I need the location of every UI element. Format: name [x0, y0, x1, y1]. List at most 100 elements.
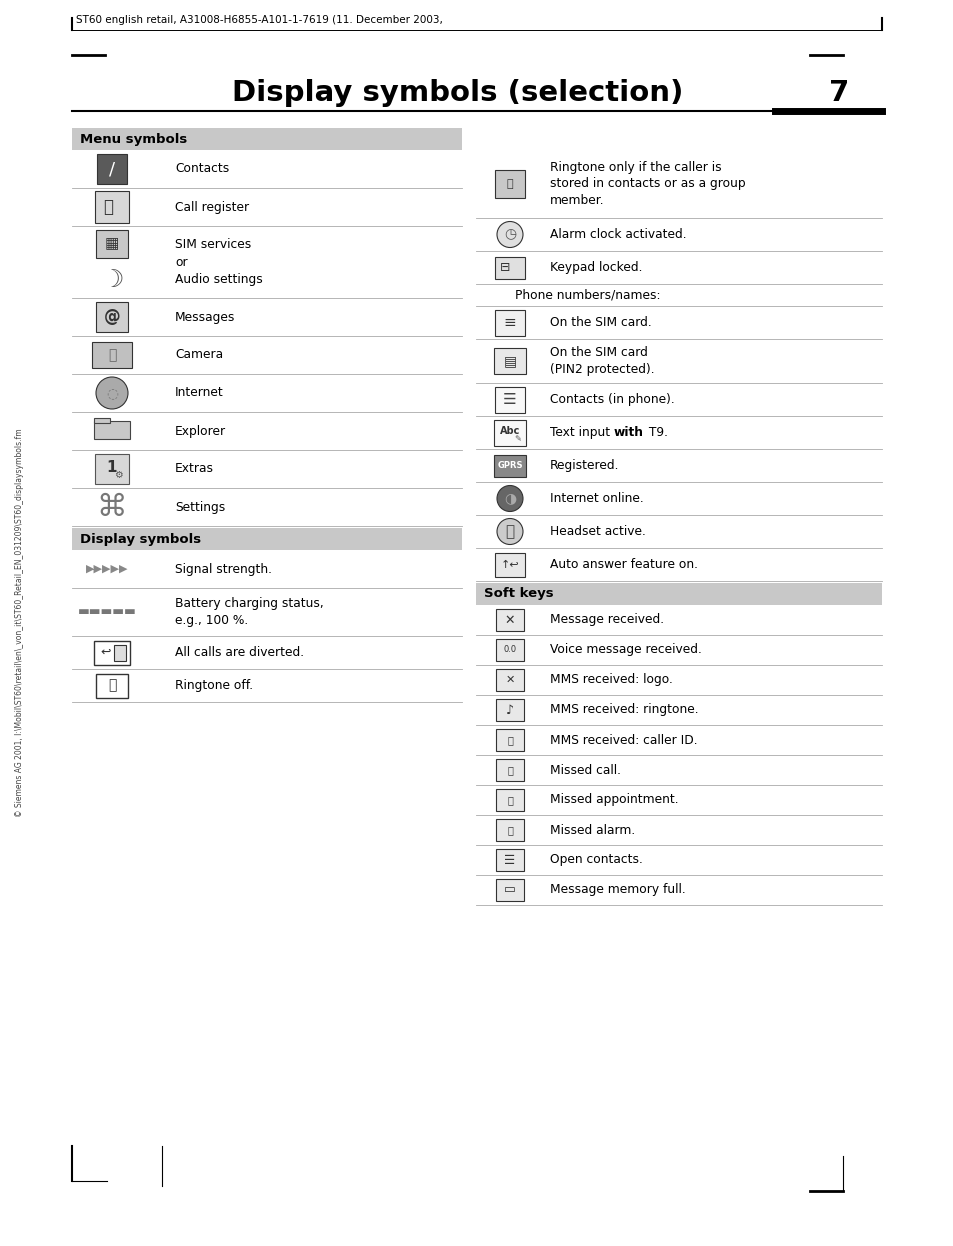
Bar [496, 729, 523, 751]
Text: Camera: Camera [174, 349, 223, 361]
Bar [494, 455, 525, 476]
Text: © Siemens AG 2001, I:\Mobil\ST60\retail\en\_von_it\ST60_Retail_EN_031209\ST60_di: © Siemens AG 2001, I:\Mobil\ST60\retail\… [15, 429, 25, 817]
Text: ✎: ✎ [514, 434, 521, 444]
Bar [91, 341, 132, 368]
Text: Internet online.: Internet online. [550, 492, 643, 505]
Text: 📞: 📞 [507, 765, 513, 775]
Text: Battery charging status,
e.g., 100 %.: Battery charging status, e.g., 100 %. [174, 597, 323, 627]
Circle shape [96, 378, 128, 409]
Text: ⊟: ⊟ [499, 260, 510, 274]
Text: ☽: ☽ [101, 268, 123, 292]
Text: ↑↩: ↑↩ [500, 559, 518, 569]
Bar [97, 155, 127, 184]
Text: ◌: ◌ [106, 386, 118, 400]
Text: 👤: 👤 [507, 735, 513, 745]
Bar [496, 759, 523, 781]
Bar [495, 386, 524, 412]
Text: ☰: ☰ [504, 854, 515, 866]
Text: Display symbols (selection): Display symbols (selection) [232, 78, 683, 107]
Text: ◷: ◷ [503, 228, 516, 242]
Text: ▬▬▬▬▬: ▬▬▬▬▬ [77, 606, 136, 618]
Bar [96, 231, 128, 258]
Bar [494, 420, 525, 446]
Text: 0.0: 0.0 [503, 645, 516, 654]
Bar [71, 528, 461, 549]
Text: Signal strength.: Signal strength. [174, 562, 272, 576]
Text: MMS received: caller ID.: MMS received: caller ID. [550, 734, 697, 746]
Bar [496, 669, 523, 692]
Text: ⏰: ⏰ [507, 825, 513, 835]
Text: 🔕: 🔕 [108, 679, 116, 693]
Text: Explorer: Explorer [174, 425, 226, 437]
Text: 7: 7 [828, 78, 849, 107]
Text: Registered.: Registered. [550, 459, 618, 472]
Text: ST60 english retail, A31008-H6855-A101-1-7619 (11. December 2003,: ST60 english retail, A31008-H6855-A101-1… [76, 15, 442, 25]
Text: Phone numbers/names:: Phone numbers/names: [515, 289, 659, 302]
Text: MMS received: logo.: MMS received: logo. [550, 674, 672, 687]
Text: All calls are diverted.: All calls are diverted. [174, 645, 304, 659]
Text: /: / [109, 159, 115, 178]
Circle shape [497, 486, 522, 512]
Text: 1: 1 [107, 460, 117, 475]
Bar [96, 674, 128, 698]
Text: ↩: ↩ [101, 645, 112, 659]
Text: 🎵: 🎵 [506, 179, 513, 189]
Bar [94, 417, 110, 422]
Text: Missed appointment.: Missed appointment. [550, 794, 678, 806]
Text: ⚙: ⚙ [113, 470, 122, 480]
Text: Ringtone only if the caller is
stored in contacts or as a group
member.: Ringtone only if the caller is stored in… [550, 161, 745, 208]
Text: ▶▶▶▶▶: ▶▶▶▶▶ [86, 564, 128, 574]
Bar [495, 309, 524, 335]
Text: Auto answer feature on.: Auto answer feature on. [550, 558, 698, 571]
Text: ♪: ♪ [505, 704, 514, 716]
Text: Ringtone off.: Ringtone off. [174, 679, 253, 692]
Circle shape [497, 518, 522, 545]
Text: ☰: ☰ [502, 392, 517, 407]
Text: ⌒: ⌒ [505, 525, 514, 540]
Text: Alarm clock activated.: Alarm clock activated. [550, 228, 686, 240]
Text: Missed call.: Missed call. [550, 764, 620, 776]
Text: GPRS: GPRS [497, 461, 522, 470]
Text: ⬭: ⬭ [108, 348, 116, 363]
Bar [494, 348, 525, 374]
Bar [496, 639, 523, 660]
Text: ⌘: ⌘ [96, 492, 127, 522]
Text: Settings: Settings [174, 501, 225, 513]
Bar [495, 169, 524, 198]
Text: On the SIM card
(PIN2 protected).: On the SIM card (PIN2 protected). [550, 346, 654, 376]
Bar [94, 640, 130, 664]
Text: Messages: Messages [174, 310, 235, 324]
Text: Contacts: Contacts [174, 162, 229, 176]
Text: Extras: Extras [174, 462, 213, 476]
Text: Display symbols: Display symbols [80, 532, 201, 546]
Bar [113, 644, 126, 660]
Text: Headset active.: Headset active. [550, 525, 645, 538]
Bar [95, 191, 129, 223]
Text: Message memory full.: Message memory full. [550, 883, 685, 897]
Text: On the SIM card.: On the SIM card. [550, 316, 651, 329]
Text: Menu symbols: Menu symbols [80, 132, 187, 146]
Text: @: @ [104, 308, 120, 326]
Bar [71, 128, 461, 150]
Bar [496, 878, 523, 901]
Text: Call register: Call register [174, 201, 249, 213]
Text: ◑: ◑ [503, 491, 516, 506]
Text: SIM services
or
Audio settings: SIM services or Audio settings [174, 238, 262, 285]
Bar [94, 421, 130, 439]
Bar [495, 257, 524, 279]
Text: ✕: ✕ [505, 675, 515, 685]
Circle shape [497, 222, 522, 248]
Text: Open contacts.: Open contacts. [550, 854, 642, 866]
Bar [496, 819, 523, 841]
Text: Internet: Internet [174, 386, 224, 400]
Text: with: with [614, 426, 643, 439]
Bar [496, 699, 523, 721]
Bar [496, 609, 523, 630]
Text: Contacts (in phone).: Contacts (in phone). [550, 392, 674, 406]
Text: Voice message received.: Voice message received. [550, 643, 701, 657]
Text: 📱: 📱 [103, 198, 112, 216]
Bar [496, 789, 523, 811]
Text: Keypad locked.: Keypad locked. [550, 260, 641, 274]
Bar [495, 552, 524, 577]
Text: ▭: ▭ [503, 883, 516, 897]
